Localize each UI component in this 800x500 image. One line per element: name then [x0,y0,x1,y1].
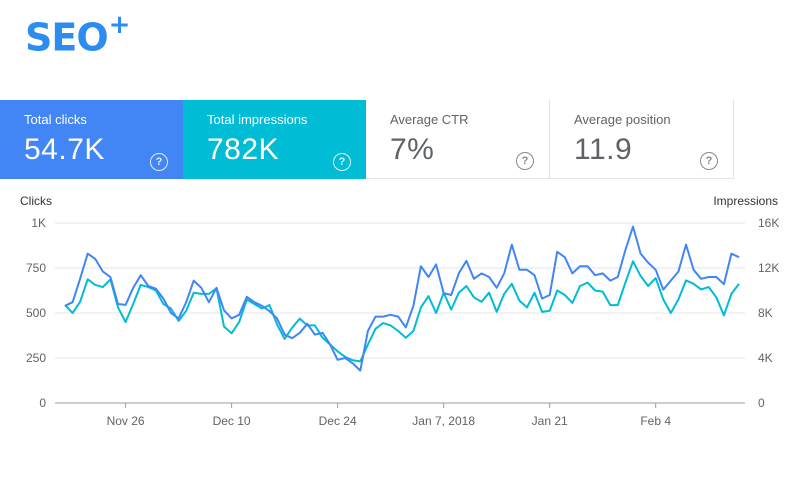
x-tick-label: Jan 7, 2018 [412,414,475,428]
left-tick-label: 250 [26,351,46,365]
impressions-series-line [64,260,740,363]
total-clicks-label: Total clicks [24,112,87,127]
average-ctr-value: 7% [390,133,435,166]
average-ctr-card[interactable]: Average CTR 7% ? [366,100,550,179]
average-position-value: 11.9 [574,133,633,166]
right-axis-title: Impressions [713,194,778,208]
metric-cards: Total clicks 54.7K ? Total impressions 7… [0,100,734,179]
help-icon[interactable]: ? [333,153,351,171]
x-axis-ticks: Nov 26 Dec 10 Dec 24 Jan 7, 2018 Jan 21 Feb 4 [107,403,671,428]
x-tick-label: Feb 4 [640,414,671,428]
average-ctr-label: Average CTR [390,112,469,127]
left-tick-label: 750 [26,261,46,275]
x-tick-label: Jan 21 [532,414,568,428]
total-clicks-card[interactable]: Total clicks 54.7K ? [0,100,183,179]
left-axis-title: Clicks [20,194,52,208]
right-tick-label: 16K [758,216,779,230]
right-tick-label: 4K [758,351,773,365]
chart-series [64,225,740,372]
left-tick-label: 0 [39,396,46,410]
left-axis-ticks: 0 250 500 750 1K [26,216,46,410]
x-tick-label: Nov 26 [107,414,145,428]
right-tick-label: 0 [758,396,765,410]
right-tick-label: 8K [758,306,773,320]
average-position-card[interactable]: Average position 11.9 ? [550,100,734,179]
help-icon[interactable]: ? [516,152,534,170]
x-tick-label: Dec 10 [213,414,251,428]
total-impressions-card[interactable]: Total impressions 782K ? [183,100,366,179]
right-axis-ticks: 0 4K 8K 12K 16K [758,216,779,410]
help-icon[interactable]: ? [700,152,718,170]
right-tick-label: 12K [758,261,779,275]
left-tick-label: 1K [31,216,46,230]
total-clicks-value: 54.7K [24,133,105,166]
total-impressions-value: 782K [207,133,280,166]
average-position-label: Average position [574,112,671,127]
help-icon[interactable]: ? [150,153,168,171]
chart-grid [55,222,745,404]
seo-plus-logo: SEO+ [25,10,130,60]
performance-chart: Clicks Impressions 0 250 500 750 1K 0 4K 8K 12K… [20,194,779,428]
total-impressions-label: Total impressions [207,112,308,127]
x-tick-label: Dec 24 [319,414,357,428]
left-tick-label: 500 [26,306,46,320]
clicks-series-line [64,225,740,372]
